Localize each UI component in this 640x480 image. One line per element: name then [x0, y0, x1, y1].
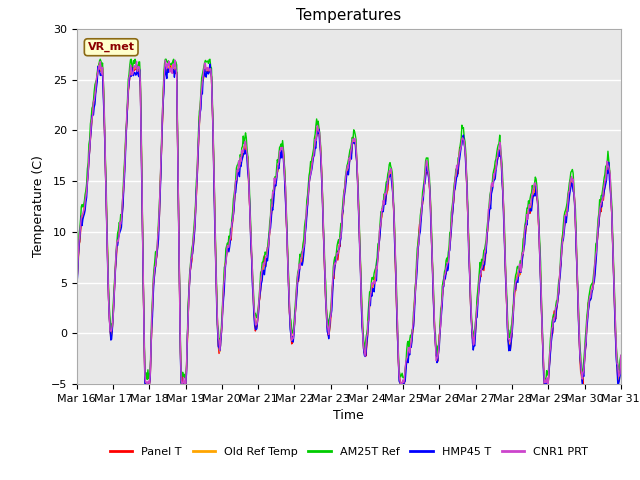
Title: Temperatures: Temperatures [296, 9, 401, 24]
Text: VR_met: VR_met [88, 42, 134, 52]
X-axis label: Time: Time [333, 409, 364, 422]
Legend: Panel T, Old Ref Temp, AM25T Ref, HMP45 T, CNR1 PRT: Panel T, Old Ref Temp, AM25T Ref, HMP45 … [106, 443, 592, 462]
Y-axis label: Temperature (C): Temperature (C) [32, 156, 45, 257]
